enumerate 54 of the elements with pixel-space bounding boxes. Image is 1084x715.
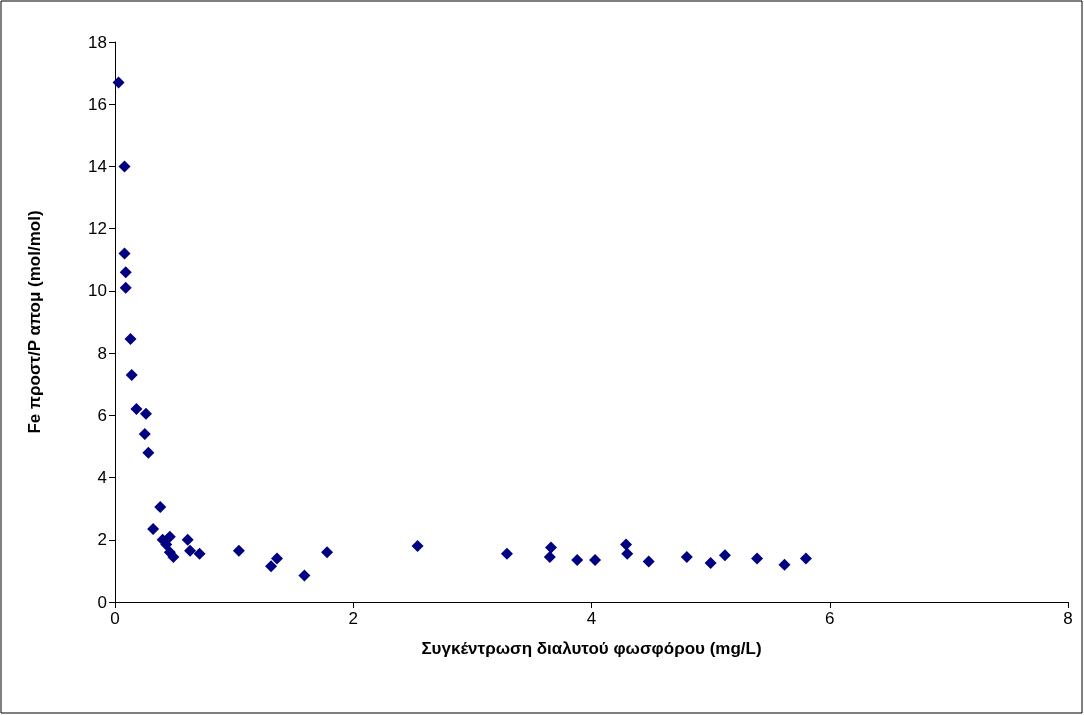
point: [154, 501, 167, 514]
y-tick-label: 8: [97, 343, 107, 363]
x-tick-label: 4: [586, 609, 597, 628]
y-tick-label: 6: [97, 405, 107, 425]
point: [130, 403, 143, 416]
point: [621, 547, 634, 560]
point: [321, 546, 334, 559]
point: [118, 247, 131, 260]
point: [799, 552, 812, 565]
x-tick-label: 2: [348, 609, 358, 628]
point: [138, 428, 151, 440]
x-tick-label: 8: [1063, 609, 1073, 628]
point: [147, 522, 160, 535]
y-tick-label: 0: [97, 592, 107, 612]
point: [571, 554, 584, 566]
point: [751, 552, 764, 565]
y-tick-label: 10: [88, 281, 107, 301]
point: [163, 530, 176, 543]
point: [184, 544, 197, 557]
point: [642, 555, 655, 568]
point: [119, 281, 132, 294]
point: [139, 407, 152, 420]
point: [193, 547, 206, 560]
point: [680, 550, 693, 563]
point: [778, 558, 791, 571]
point: [718, 549, 731, 562]
x-axis-title: Συγκέντρωση διαλυτού φωσφόρου (mg/L): [421, 639, 762, 658]
point: [265, 560, 278, 573]
x-tick-label: 6: [825, 609, 835, 628]
point: [704, 557, 717, 570]
point: [124, 333, 137, 346]
point: [232, 544, 245, 557]
point: [620, 538, 633, 551]
y-tick-label: 12: [88, 219, 107, 239]
point: [545, 541, 557, 554]
point: [119, 266, 132, 279]
point: [125, 368, 138, 381]
point: [589, 554, 602, 566]
point: [118, 160, 131, 173]
point: [271, 552, 284, 565]
y-tick-label: 16: [88, 94, 107, 114]
point: [298, 569, 311, 582]
point: [500, 547, 513, 560]
y-tick-label: 4: [97, 468, 107, 488]
point: [411, 540, 424, 552]
point: [543, 550, 556, 563]
point: [142, 446, 155, 459]
x-tick-label: 0: [110, 609, 120, 628]
point: [112, 76, 125, 89]
y-tick-label: 2: [97, 530, 107, 550]
y-tick-label: 18: [88, 32, 107, 52]
y-tick-label: 14: [88, 156, 107, 176]
point: [181, 533, 194, 546]
y-axis-title: Fe προστ/P απομ (mol/mol): [25, 210, 44, 434]
